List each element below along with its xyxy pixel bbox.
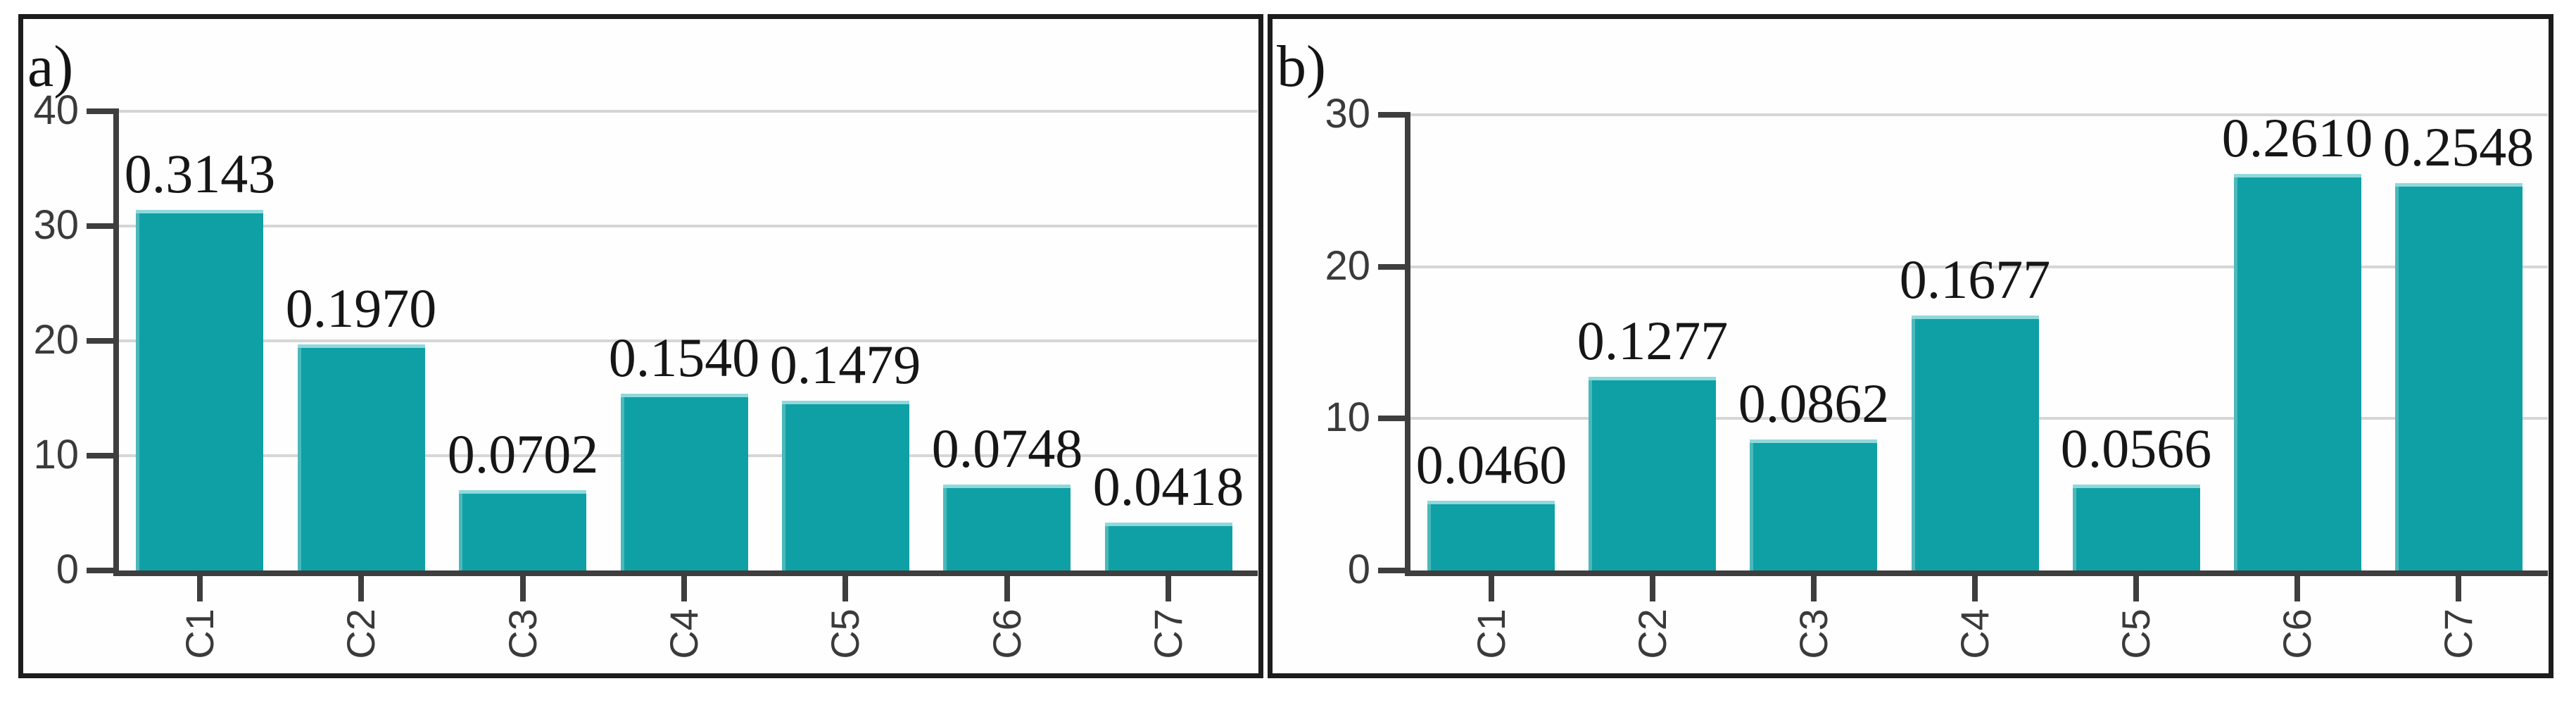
x-axis-tick xyxy=(1972,576,1978,601)
value-label: 0.0460 xyxy=(1415,434,1567,495)
chart-panel-b: b) 0 10 20 30 C1 0.0460 C2 0.1277 C3 0.0862 C4 0.16… xyxy=(1268,14,2553,678)
y-axis-tick xyxy=(87,223,113,229)
x-axis xyxy=(1405,570,2548,576)
y-tick-label: 10 xyxy=(33,432,79,478)
bar-c6 xyxy=(943,485,1071,570)
bar-c7 xyxy=(1105,522,1232,570)
bar-c2 xyxy=(1589,376,1716,570)
bar-c7 xyxy=(2395,183,2523,570)
y-axis-tick xyxy=(1378,112,1405,118)
x-axis-tick xyxy=(1004,576,1010,601)
x-axis-tick xyxy=(358,576,364,601)
chart-panel-a: a) 0 10 20 30 40 C1 0.3143 C2 0.1970 C3 0.0702 C4 0.… xyxy=(18,14,1263,678)
value-label: 0.3143 xyxy=(124,143,276,204)
bar-c1 xyxy=(136,209,263,570)
value-label: 0.1277 xyxy=(1577,310,1729,371)
y-axis-tick xyxy=(1378,416,1405,422)
panel-label-b: b) xyxy=(1277,34,1326,99)
panel-label-a: a) xyxy=(27,34,74,99)
bar-c4 xyxy=(621,393,748,570)
y-tick-label: 0 xyxy=(1347,547,1370,592)
gridline xyxy=(113,110,1258,113)
y-axis xyxy=(113,108,119,573)
value-label: 0.0702 xyxy=(447,423,599,485)
value-label: 0.0748 xyxy=(931,418,1083,479)
x-axis-tick xyxy=(520,576,526,601)
x-axis-tick xyxy=(1650,576,1655,601)
bar-c3 xyxy=(1750,439,1877,570)
value-label: 0.0418 xyxy=(1092,456,1244,517)
value-label: 0.1677 xyxy=(1899,249,2051,310)
x-axis-tick xyxy=(2456,576,2461,601)
y-axis-tick xyxy=(1378,568,1405,573)
x-axis-tick xyxy=(1489,576,1494,601)
gridline xyxy=(113,225,1258,227)
gridline xyxy=(1405,113,2548,116)
y-tick-label: 40 xyxy=(33,87,79,133)
y-axis-tick xyxy=(87,453,113,458)
y-axis-tick xyxy=(87,338,113,344)
value-label: 0.1540 xyxy=(608,327,760,388)
x-axis-tick xyxy=(842,576,848,601)
value-label: 0.2548 xyxy=(2382,116,2534,177)
y-axis-tick xyxy=(1378,263,1405,270)
x-axis-tick xyxy=(2133,576,2139,601)
value-label: 0.0862 xyxy=(1738,373,1890,434)
bar-c3 xyxy=(459,489,586,570)
bar-c2 xyxy=(298,344,425,570)
bar-c6 xyxy=(2234,174,2361,570)
y-tick-label: 20 xyxy=(1325,242,1370,289)
x-axis xyxy=(113,570,1258,576)
value-label: 0.1479 xyxy=(769,334,921,395)
bar-c5 xyxy=(782,400,909,570)
x-axis-tick xyxy=(1166,576,1171,601)
x-axis-tick xyxy=(1811,576,1817,601)
bar-c4 xyxy=(1912,316,2039,570)
x-axis-tick xyxy=(2294,576,2300,601)
bar-c5 xyxy=(2073,484,2200,570)
y-tick-label: 30 xyxy=(33,202,79,248)
y-axis-tick xyxy=(87,108,113,114)
gridline xyxy=(113,339,1258,342)
y-axis xyxy=(1405,112,1410,573)
x-axis-tick xyxy=(197,576,203,601)
bar-c1 xyxy=(1427,500,1555,570)
y-tick-label: 0 xyxy=(56,547,79,592)
y-tick-label: 10 xyxy=(1325,394,1370,441)
value-label: 0.0566 xyxy=(2060,418,2212,479)
y-axis-tick xyxy=(87,568,113,573)
y-tick-label: 30 xyxy=(1325,91,1370,137)
x-axis-tick xyxy=(681,576,687,601)
value-label: 0.1970 xyxy=(285,277,437,339)
gridline xyxy=(1405,265,2548,268)
value-label: 0.2610 xyxy=(2221,107,2373,168)
y-tick-label: 20 xyxy=(33,317,79,363)
